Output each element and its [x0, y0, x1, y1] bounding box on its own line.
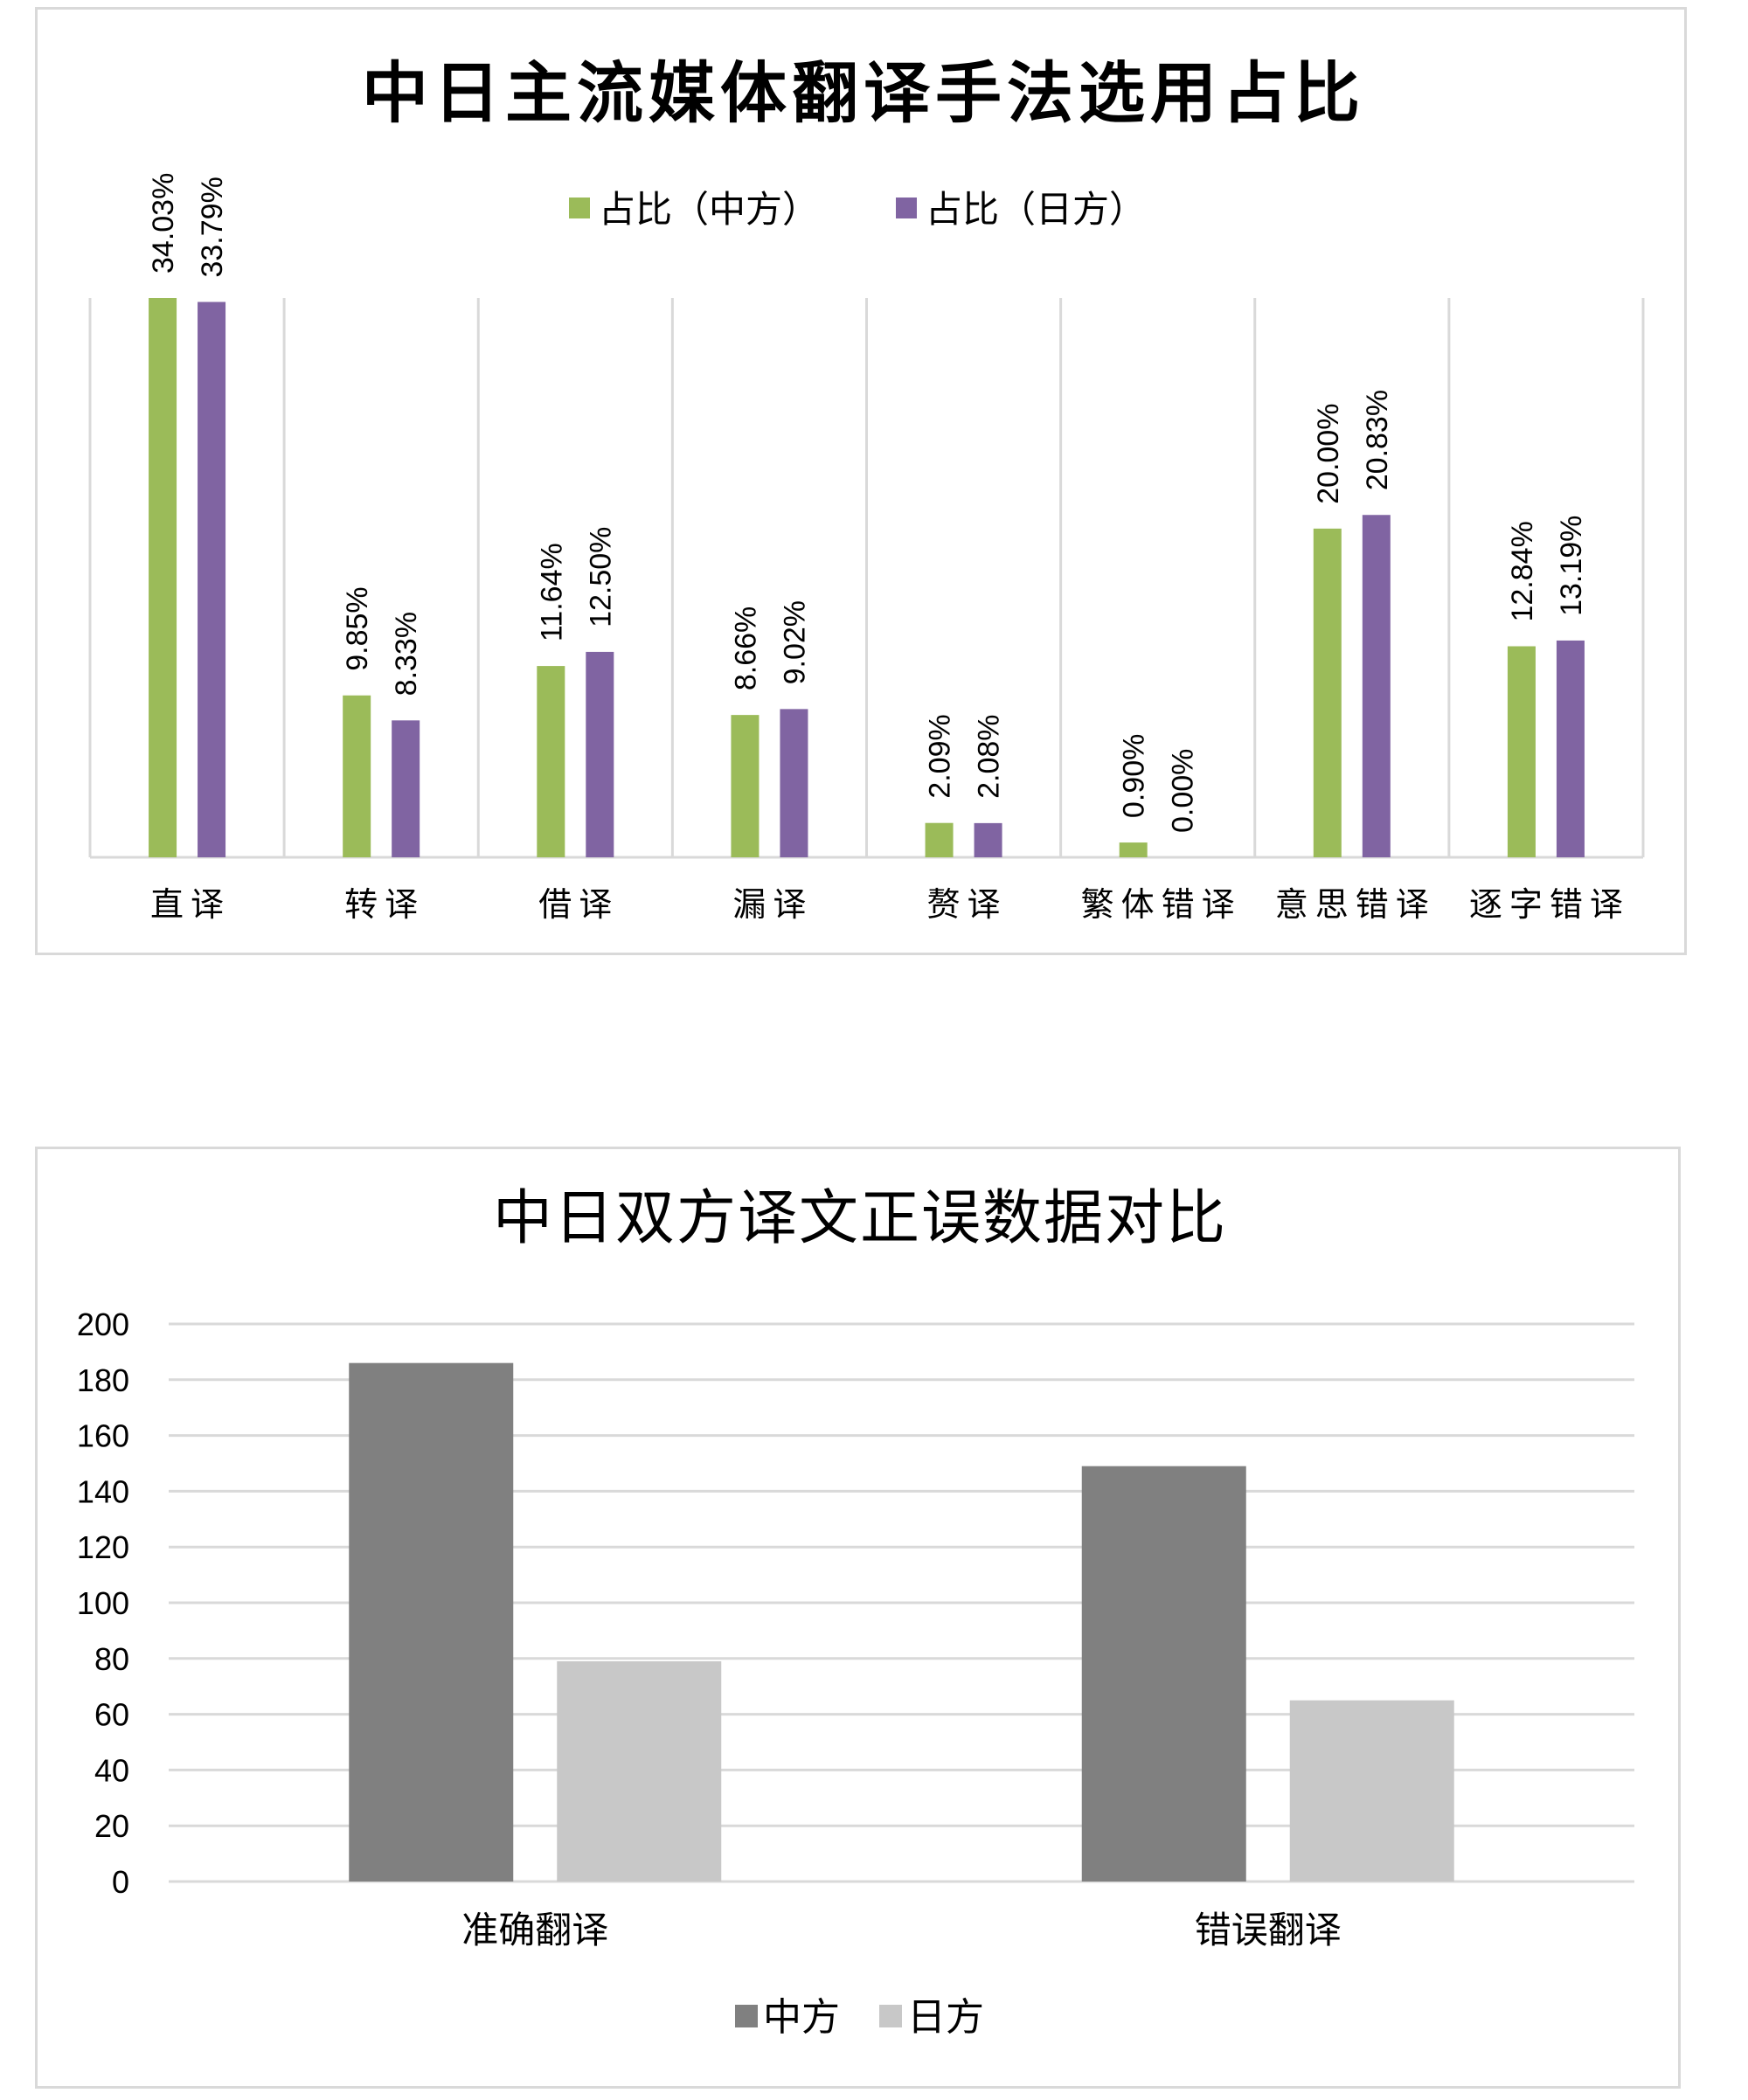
- y-tick-label: 40: [94, 1752, 129, 1788]
- data-label: 2.09%: [924, 714, 957, 798]
- category-label: 借译: [538, 885, 619, 924]
- bar: [780, 709, 808, 857]
- legend-label-china: 占比（中方）: [599, 188, 819, 231]
- translation-accuracy-chart: 中日双方译文正误数据对比 0 20 40 60 80 100 120 140 160 180 200…: [35, 1147, 1681, 2089]
- data-label: 33.79%: [196, 177, 229, 277]
- data-label: 8.33%: [390, 612, 423, 696]
- bar: [392, 720, 420, 857]
- plot-area: 0 20 40 60 80 100 120 140 160 180 200 准确翻译 错误翻译: [77, 1306, 1634, 1951]
- data-label: 2.08%: [973, 714, 1006, 798]
- data-label: 20.83%: [1361, 390, 1394, 490]
- data-label: 8.66%: [729, 606, 762, 690]
- translation-methods-chart: 中日主流媒体翻译手法选用占比 占比（中方） 占比（日方） 34.03% 33.79…: [35, 7, 1687, 955]
- data-label: 9.85%: [341, 586, 374, 670]
- data-label: 0.90%: [1118, 734, 1151, 818]
- data-label: 34.03%: [147, 173, 180, 274]
- plot-area: 34.03% 33.79% 直译 9.85% 8.33% 转译 11.64% 12.50% 借译…: [88, 173, 1645, 924]
- legend-swatch-china: [569, 198, 590, 218]
- legend-label-japan: 占比（日方）: [926, 188, 1146, 231]
- y-tick-label: 100: [77, 1585, 129, 1621]
- bar: [1313, 528, 1342, 857]
- legend-swatch-japan: [896, 198, 917, 218]
- category-label: 错误翻译: [1195, 1909, 1342, 1951]
- bar: [586, 651, 614, 857]
- bar: [1507, 646, 1536, 857]
- data-label: 12.50%: [584, 527, 617, 627]
- bar: [149, 298, 177, 857]
- bar: [343, 695, 371, 857]
- y-tick-label: 60: [94, 1697, 129, 1733]
- bar: [1081, 1466, 1246, 1882]
- y-tick-label: 180: [77, 1362, 129, 1398]
- bar: [537, 666, 565, 857]
- data-label: 9.02%: [778, 600, 811, 684]
- chart-title: 中日双方译文正误数据对比: [493, 1184, 1227, 1253]
- legend: 占比（中方） 占比（日方）: [569, 188, 1146, 231]
- y-tick-label: 120: [77, 1529, 129, 1565]
- category-label: 转译: [344, 885, 425, 924]
- legend-label-china: 中方: [763, 1995, 840, 2040]
- bar: [1289, 1700, 1454, 1882]
- category-label: 意思错译: [1275, 885, 1436, 924]
- data-label: 11.64%: [535, 543, 568, 641]
- bar: [198, 301, 226, 857]
- bar: [349, 1362, 514, 1882]
- data-label: 0.00%: [1167, 749, 1200, 833]
- chart-title: 中日主流媒体翻译手法选用占比: [362, 54, 1365, 132]
- category-label: 逐字错译: [1469, 885, 1630, 924]
- bar: [925, 822, 954, 857]
- legend-swatch-japan: [879, 2005, 902, 2027]
- legend-swatch-china: [735, 2005, 758, 2027]
- category-label: 繁体错译: [1081, 885, 1242, 924]
- category-label: 赘译: [927, 885, 1008, 924]
- y-tick-label: 80: [94, 1641, 129, 1677]
- legend: 中方 日方: [735, 1995, 984, 2040]
- bar: [1556, 640, 1585, 857]
- data-label: 12.84%: [1506, 521, 1539, 621]
- category-label: 漏译: [732, 885, 813, 924]
- y-tick-label: 140: [77, 1473, 129, 1509]
- y-tick-label: 0: [112, 1864, 129, 1900]
- y-tick-label: 20: [94, 1808, 129, 1844]
- bar: [557, 1660, 722, 1882]
- bar: [731, 715, 760, 857]
- legend-label-japan: 日方: [907, 1995, 984, 2040]
- bar: [1119, 842, 1148, 857]
- y-tick-label: 200: [77, 1306, 129, 1342]
- data-label: 20.00%: [1312, 404, 1345, 504]
- translation-methods-chart-svg: 中日主流媒体翻译手法选用占比 占比（中方） 占比（日方） 34.03% 33.79…: [88, 54, 1645, 924]
- bar: [1362, 515, 1391, 857]
- translation-accuracy-chart-svg: 中日双方译文正误数据对比 0 20 40 60 80 100 120 140 160 180 200…: [77, 1184, 1634, 2040]
- category-label: 准确翻译: [461, 1909, 608, 1951]
- category-label: 直译: [150, 885, 231, 924]
- y-tick-label: 160: [77, 1418, 129, 1454]
- data-label: 13.19%: [1555, 516, 1588, 616]
- bar: [974, 822, 1002, 857]
